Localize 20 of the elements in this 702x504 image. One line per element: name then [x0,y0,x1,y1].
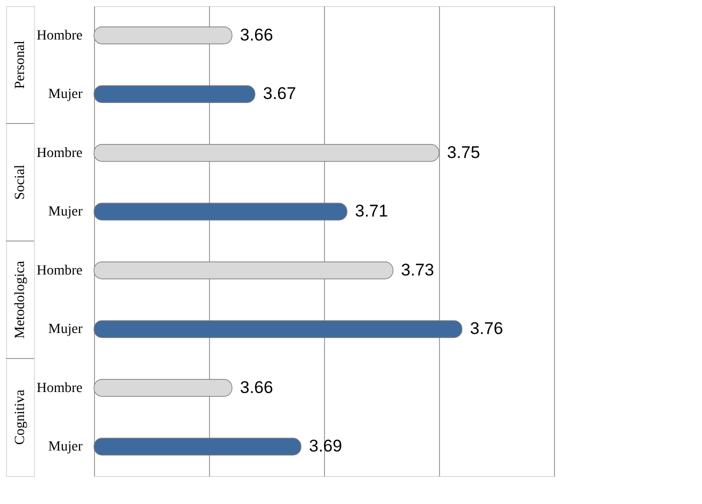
data-label: 3.76 [470,319,504,338]
y-tick-label: Mujer [48,87,83,102]
text: Social [13,164,28,200]
y-tick-label: Hombre [36,380,82,396]
y-tick-label: Mujer [48,440,83,455]
y-tick-label: Hombre [36,263,82,278]
text: Cognitiva [13,388,28,445]
data-label: 3.66 [240,378,274,397]
y-tick-label: Hombre [36,28,82,44]
y-tick-label: Mujer [48,204,83,220]
data-label: 3.73 [401,260,434,280]
y-tick-label: Hombre [36,146,82,161]
data-label: 3.69 [309,436,342,456]
data-label: 3.71 [355,202,388,221]
text: Personal [13,40,28,89]
data-label: 3.75 [447,142,480,162]
y-tick-label: Mujer [48,322,83,338]
text: Metodologica [13,260,28,339]
data-label: 3.66 [240,25,274,44]
data-label: 3.67 [263,84,296,104]
